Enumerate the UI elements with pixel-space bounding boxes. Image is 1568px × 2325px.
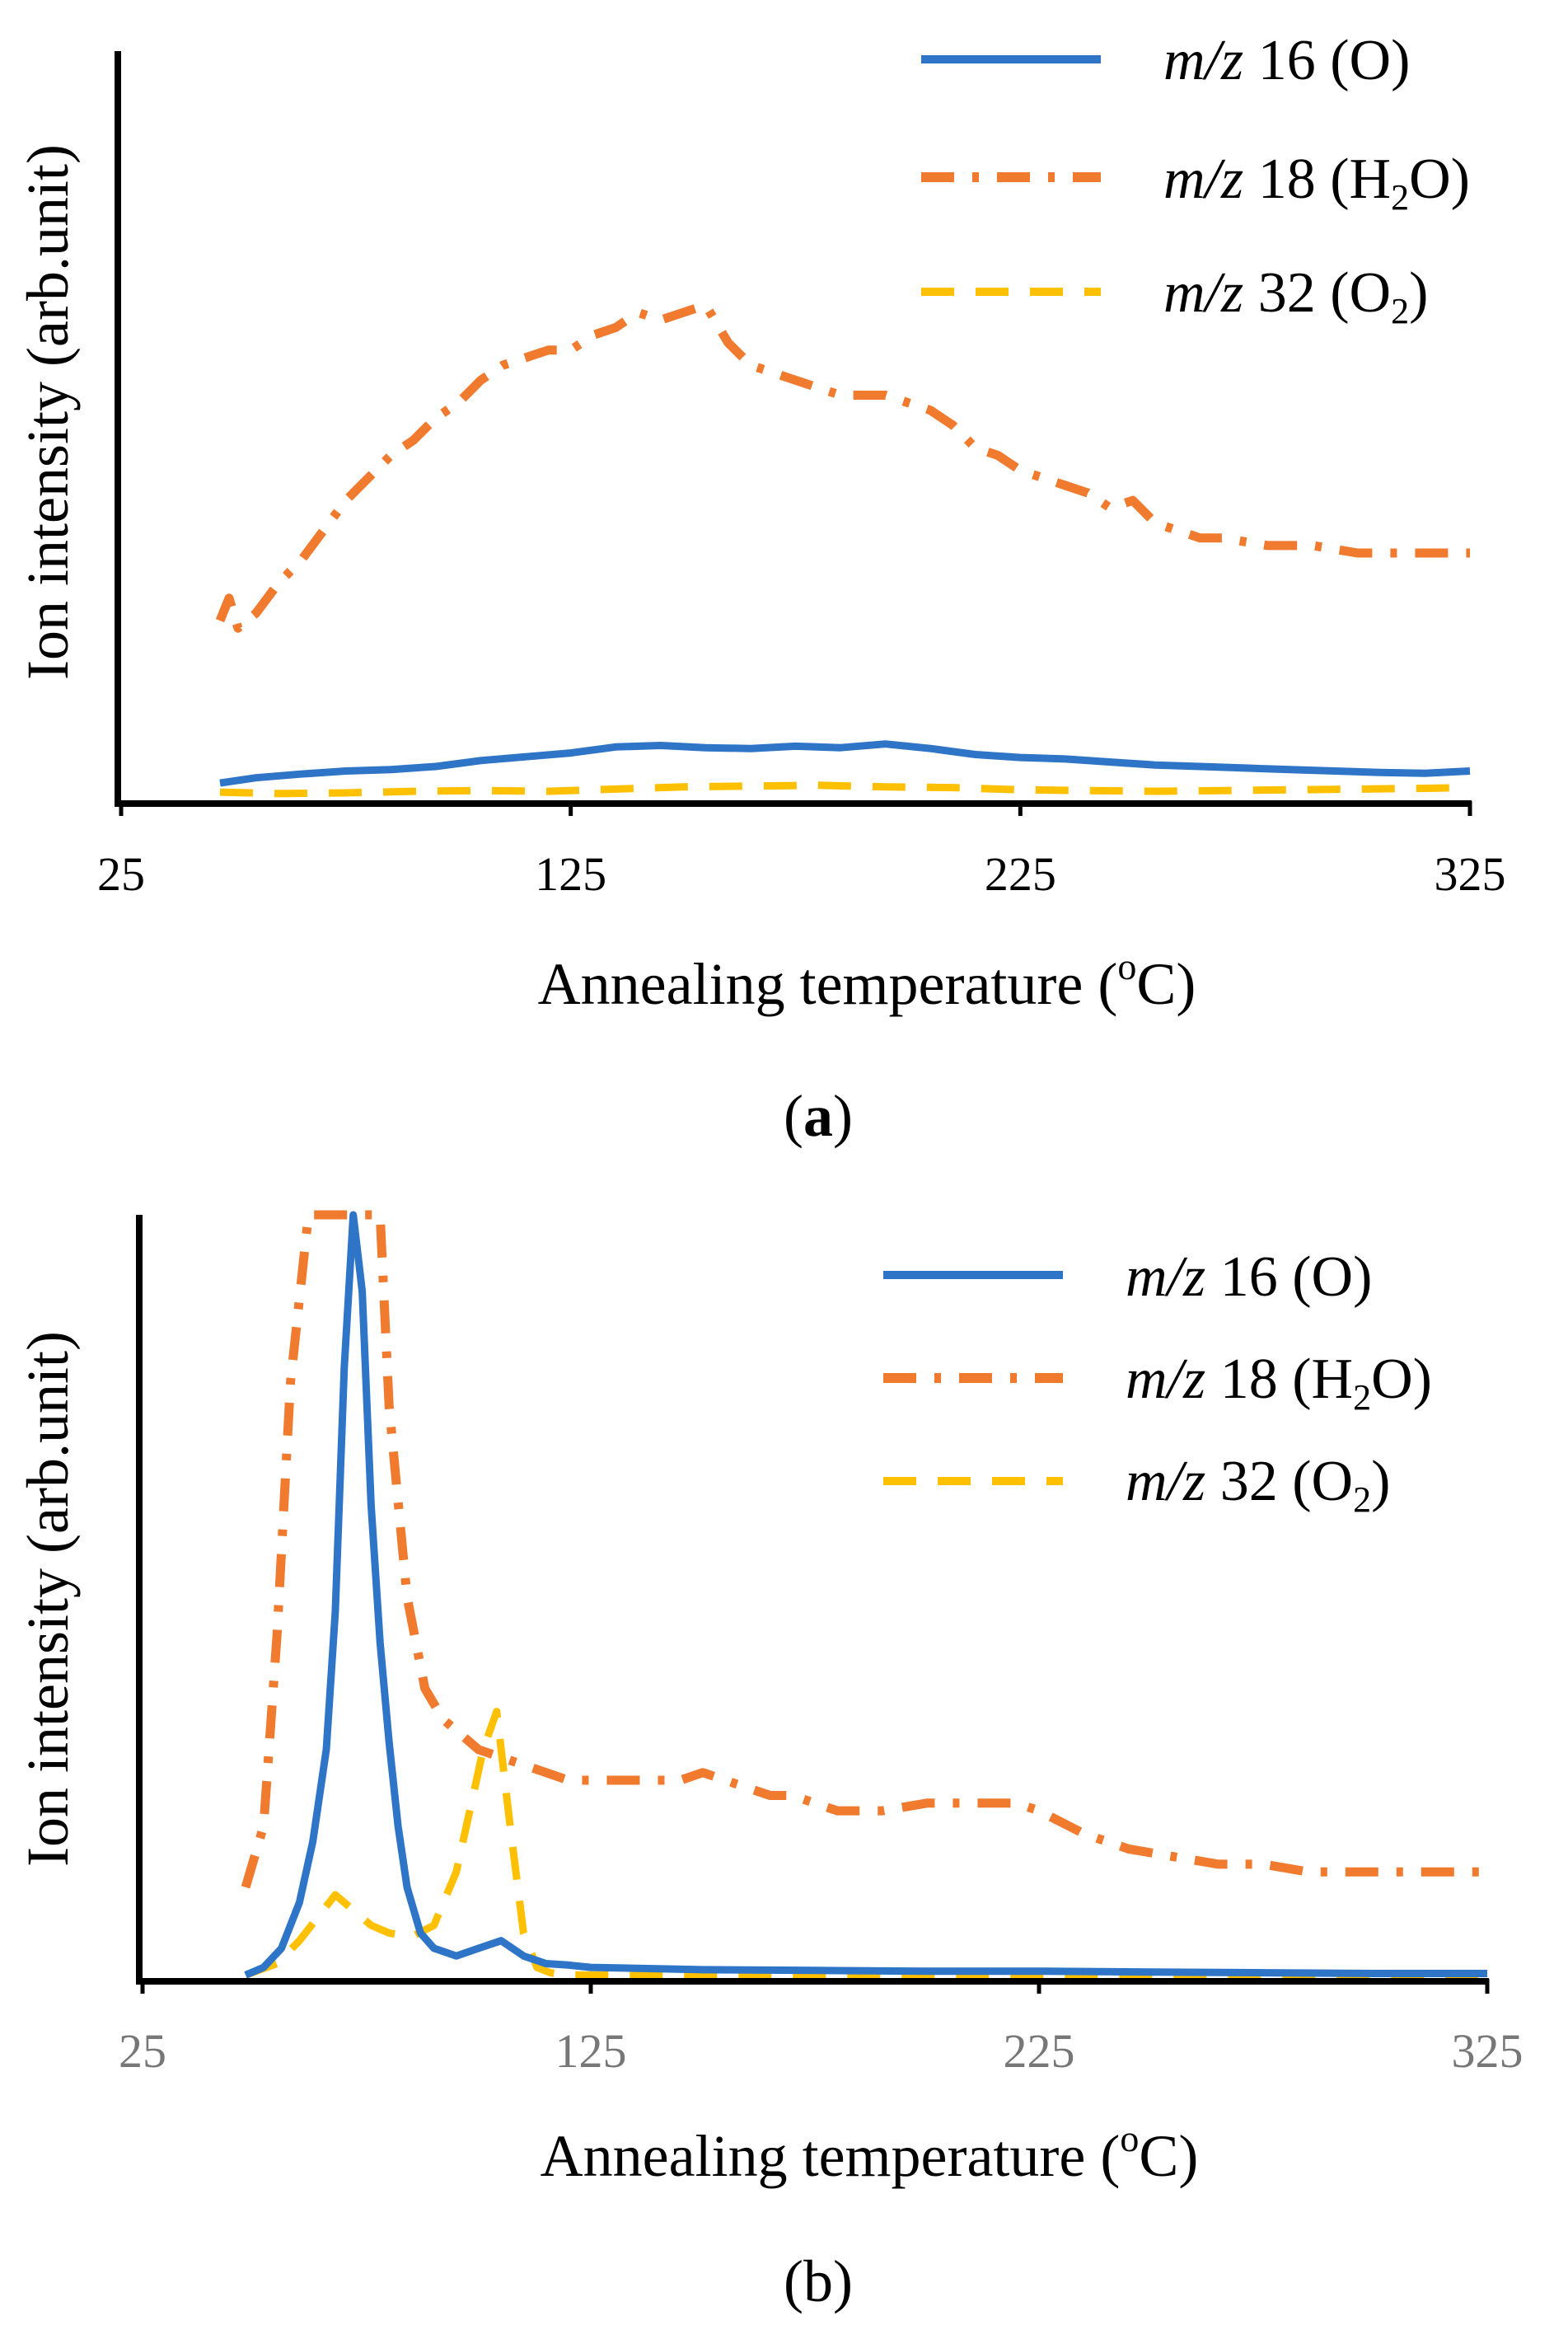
panel-a-y-axis-title: Ion intensity (arb.unit): [15, 144, 81, 680]
panel-a-series-o2: [219, 781, 1471, 798]
panel-a-tick-group: 25 125 225 325: [97, 801, 1506, 901]
panel-b-legend: m/z 16 (O) m/z 18 (H2O) m/z 32 (O2): [883, 1245, 1432, 1520]
panel-a-x-tick-label-125: 125: [535, 847, 606, 901]
panel-b-series-o2: [244, 1708, 1487, 1979]
panel-a-legend: m/z 16 (O) m/z 18 (H2O) m/z 32 (O2): [921, 29, 1470, 331]
panel-b-x-tick-label-125: 125: [555, 2024, 627, 2078]
panel-b-x-axis-title-sup: o: [1120, 2117, 1139, 2159]
panel-b-y-axis-title: Ion intensity (arb.unit): [15, 1331, 81, 1867]
panel-b-series-o: [244, 1211, 1487, 1979]
panel-b-x-axis-title: Annealing temperature (oC): [541, 2117, 1199, 2189]
panel-a-series-group: [215, 300, 1471, 798]
panel-b-legend-label-o2: m/z 32 (O2): [1126, 1450, 1390, 1520]
panel-a-x-axis-title-main: Annealing temperature (: [538, 951, 1118, 1017]
panel-b-x-tick-label-25: 25: [119, 2024, 166, 2078]
panel-a-legend-label-o: m/z 16 (O): [1163, 29, 1410, 92]
panel-a-series-o: [219, 740, 1471, 787]
panel-a-label: (a): [784, 1083, 853, 1149]
panel-a-x-axis-title-sup: o: [1117, 945, 1136, 987]
panel-a-legend-label-h2o: m/z 18 (H2O): [1163, 148, 1470, 218]
panel-a-series-h2o: [215, 300, 1470, 633]
panel-a-x-axis-title-tail: C): [1136, 951, 1196, 1017]
panel-b-x-tick-label-325: 325: [1452, 2024, 1524, 2078]
chart-panel-a: 25 125 225 325 Ion intensity (arb.unit) Ann…: [15, 29, 1506, 1149]
panel-a-x-axis-title: Annealing temperature (oC): [538, 945, 1196, 1017]
panel-a-x-tick-label-325: 325: [1435, 847, 1506, 901]
panel-b-legend-label-h2o: m/z 18 (H2O): [1126, 1348, 1432, 1418]
panel-b-x-axis-title-main: Annealing temperature (: [541, 2123, 1121, 2189]
panel-b-series-h2o: [241, 1210, 1487, 1889]
panel-b-legend-label-o: m/z 16 (O): [1126, 1245, 1372, 1309]
panel-a-legend-label-o2: m/z 32 (O2): [1163, 261, 1428, 331]
panel-b-label: (b): [784, 2248, 853, 2314]
panel-b-x-tick-label-225: 225: [1004, 2024, 1075, 2078]
panel-a-x-tick-label-25: 25: [97, 847, 145, 901]
panel-b-tick-group: 25 125 225 325: [119, 1979, 1524, 2078]
chart-panel-b: 25 125 225 325 Ion intensity (arb.unit) Ann…: [15, 1210, 1524, 2314]
panel-a-x-tick-label-225: 225: [985, 847, 1056, 901]
panel-b-x-axis-title-tail: C): [1139, 2123, 1198, 2189]
panel-b-series-group: [241, 1210, 1487, 1979]
